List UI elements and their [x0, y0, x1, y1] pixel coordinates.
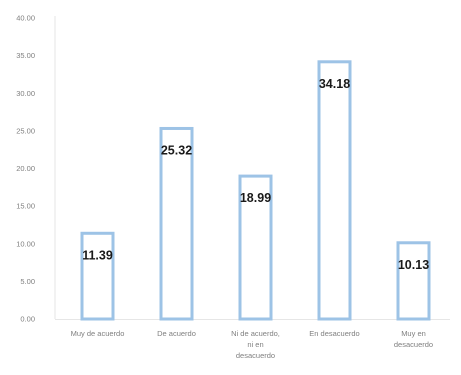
- bar: [80, 231, 115, 321]
- data-label: 34.18: [319, 77, 350, 91]
- data-label: 25.32: [161, 143, 192, 157]
- category-label: Muy en desacuerdo: [394, 329, 433, 349]
- y-tick-label: 40.00: [16, 14, 35, 23]
- category-label: De acuerdo: [157, 329, 196, 338]
- bar: [238, 174, 273, 321]
- y-tick-label: 20.00: [16, 164, 35, 173]
- category-label-line: Ni de acuerdo,: [231, 329, 280, 338]
- bar: [317, 60, 352, 321]
- category-label: Muy de acuerdo: [71, 329, 125, 338]
- category-label-line: desacuerdo: [236, 351, 275, 360]
- bar: [159, 126, 194, 321]
- bar: [396, 241, 431, 321]
- category-label-line: desacuerdo: [394, 340, 433, 349]
- data-label: 11.39: [82, 248, 113, 262]
- y-tick-label: 0.00: [20, 315, 35, 324]
- category-label-line: Muy en: [401, 329, 426, 338]
- y-tick-label: 35.00: [16, 51, 35, 60]
- category-label: En desacuerdo: [309, 329, 359, 338]
- data-label: 10.13: [398, 258, 429, 272]
- y-tick-label: 30.00: [16, 89, 35, 98]
- category-label-line: En desacuerdo: [309, 329, 359, 338]
- category-label-line: ni en: [247, 340, 263, 349]
- data-label: 18.99: [240, 191, 271, 205]
- y-tick-label: 5.00: [20, 277, 35, 286]
- y-tick-label: 25.00: [16, 126, 35, 135]
- y-tick-label: 10.00: [16, 239, 35, 248]
- category-label: Ni de acuerdo, ni en desacuerdo: [231, 329, 280, 360]
- category-label-line: De acuerdo: [157, 329, 196, 338]
- category-label-line: Muy de acuerdo: [71, 329, 125, 338]
- y-tick-label: 15.00: [16, 202, 35, 211]
